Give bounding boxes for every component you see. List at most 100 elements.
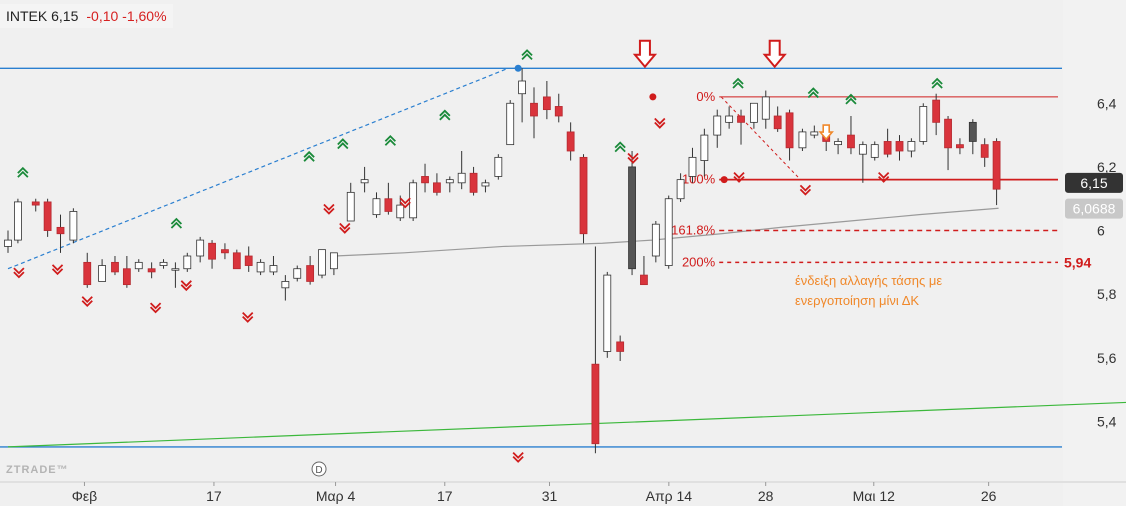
candle-body	[159, 261, 168, 266]
candle-body	[616, 341, 625, 352]
candle-body	[640, 274, 648, 286]
signal-down-icon	[399, 197, 411, 209]
candle-body	[968, 121, 977, 142]
candle-body	[396, 204, 405, 219]
candle-body	[651, 223, 660, 257]
candle	[688, 147, 697, 183]
pivot-point	[514, 64, 522, 72]
candle	[579, 154, 588, 244]
candle-body	[469, 172, 478, 193]
candle	[159, 259, 168, 269]
signal-up-icon	[845, 93, 857, 105]
candle	[895, 135, 904, 161]
last-price-badge	[1065, 172, 1123, 193]
candle	[384, 182, 393, 215]
candle	[651, 221, 660, 263]
signal-up-icon	[439, 109, 451, 121]
candle	[31, 198, 40, 212]
candle-body	[171, 268, 180, 271]
candle-body	[221, 249, 229, 254]
candle	[785, 109, 794, 161]
candle	[749, 102, 758, 129]
candle	[147, 262, 156, 279]
candle	[134, 259, 143, 272]
signal-up-icon	[614, 141, 626, 153]
dashed-trend-line	[7, 67, 509, 270]
candle	[932, 93, 941, 136]
candle-body	[688, 156, 697, 177]
candle-body	[43, 201, 52, 231]
signal-up-icon	[170, 217, 183, 229]
candle	[725, 106, 734, 129]
candle-body	[579, 156, 588, 235]
candle	[421, 163, 429, 193]
ma-value-label: 6,0688	[1073, 201, 1116, 217]
candle-body	[457, 172, 466, 184]
candle-body	[591, 363, 600, 445]
candle	[847, 116, 855, 155]
candle-body	[603, 274, 612, 352]
candle-body	[360, 179, 369, 184]
x-tick-label: Μαρ 4	[316, 488, 356, 504]
candle	[14, 198, 22, 244]
signal-down-icon	[512, 451, 524, 463]
candle	[433, 173, 441, 196]
signal-down-icon	[878, 171, 890, 183]
candle	[372, 192, 381, 218]
candle-body	[566, 131, 575, 152]
ticker-header: INTEK 6,15 -0,10 -1,60%	[0, 4, 173, 28]
candle	[171, 262, 180, 288]
down-arrow-icon	[632, 39, 658, 69]
candle-body	[306, 265, 315, 282]
candle	[956, 138, 964, 155]
ticker-symbol: INTEK 6,15	[6, 8, 79, 24]
pivot-point	[720, 176, 728, 184]
candle	[445, 176, 454, 193]
candle	[591, 246, 600, 454]
signal-down-icon	[627, 152, 639, 164]
signal-up-icon	[732, 77, 744, 89]
candle-body	[870, 144, 879, 158]
candle	[469, 166, 478, 196]
candle-body	[256, 261, 265, 273]
candle-body	[980, 144, 989, 158]
candle-body	[318, 249, 326, 276]
candle-body	[147, 268, 156, 273]
candle	[318, 249, 326, 279]
candle	[980, 138, 989, 167]
candle-body	[773, 115, 782, 130]
candle	[870, 141, 879, 161]
candle	[530, 87, 538, 139]
candle	[554, 93, 563, 123]
orange-arrow-icon	[818, 124, 834, 141]
candle-body	[14, 201, 22, 241]
target-price-label: 5,94	[1064, 254, 1091, 270]
signal-down-icon	[51, 264, 64, 276]
candle-body	[737, 115, 745, 123]
signal-down-icon	[13, 267, 25, 279]
signal-down-icon	[180, 280, 192, 292]
y-tick-label: 6,4	[1097, 95, 1117, 111]
candle	[737, 109, 745, 145]
candle	[883, 128, 892, 158]
candle-body	[433, 182, 441, 193]
candle	[396, 195, 405, 221]
candle	[281, 275, 290, 301]
candle	[518, 68, 527, 123]
candle	[944, 116, 952, 171]
candle-body	[725, 115, 734, 123]
candle-body	[281, 281, 290, 289]
candle-body	[232, 252, 241, 270]
candle-body	[4, 239, 12, 247]
candle	[907, 138, 916, 158]
candle-body	[269, 265, 278, 273]
candle	[603, 271, 612, 358]
candle-body	[83, 261, 92, 286]
candle	[700, 128, 709, 177]
down-arrow-icon	[762, 39, 787, 69]
signal-down-icon	[81, 296, 93, 307]
candle	[992, 138, 1001, 206]
candle-body	[530, 102, 538, 117]
candle-body	[421, 176, 429, 184]
